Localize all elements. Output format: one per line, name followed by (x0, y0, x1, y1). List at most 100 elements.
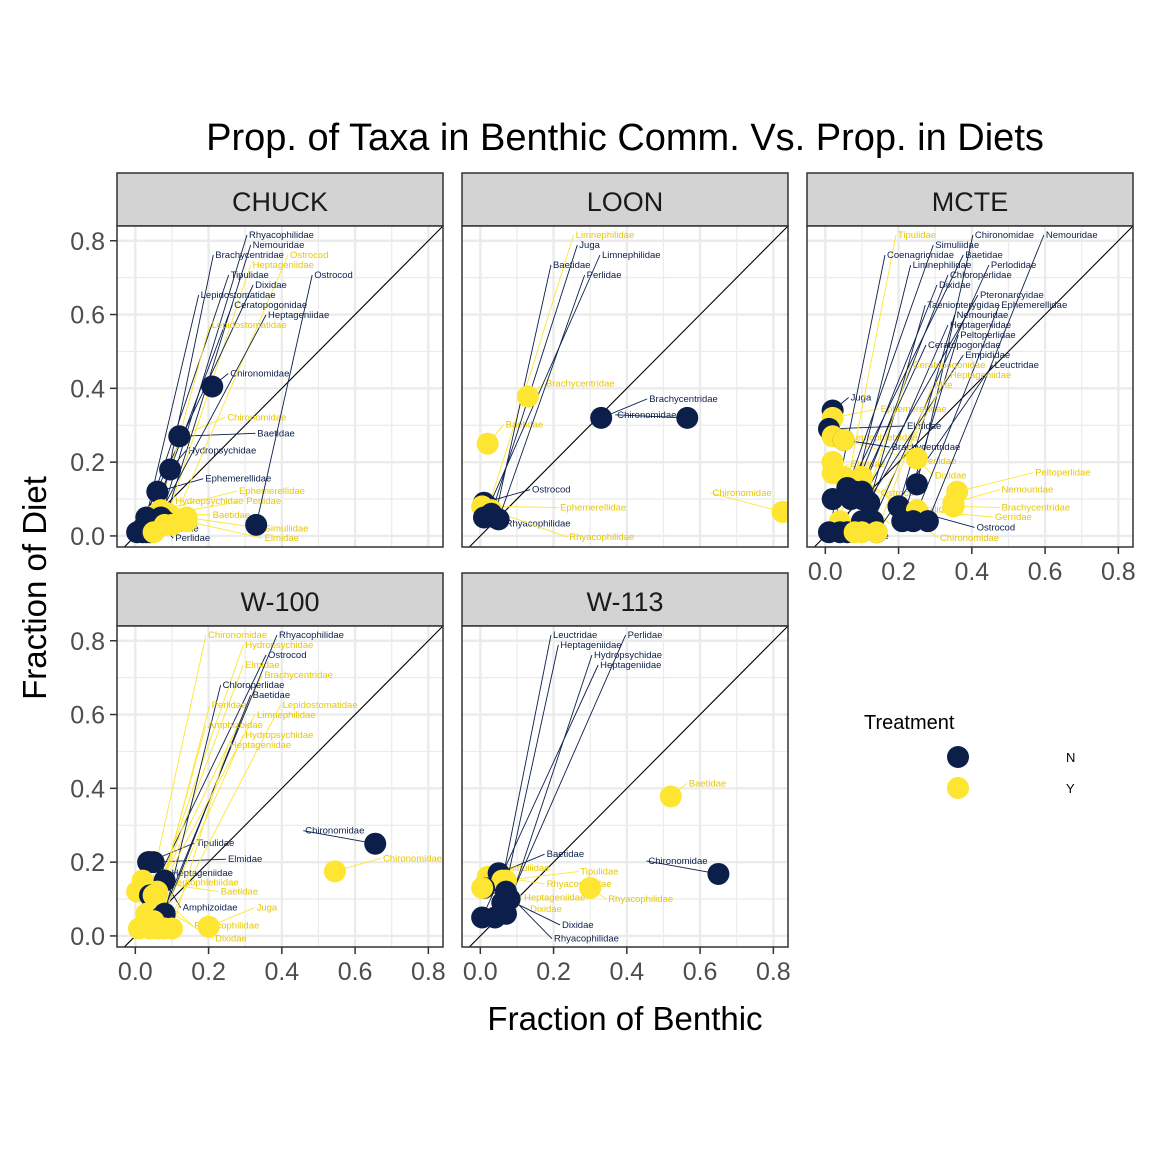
data-point-y (905, 447, 928, 470)
point-label: Leptophlebiidae (851, 432, 918, 443)
point-label: Chironomidae (713, 488, 772, 499)
point-label: Heptageniidae (600, 660, 661, 671)
plot-area (117, 226, 443, 547)
point-label: Rhyacophilidae (547, 879, 612, 890)
point-label: Ostrocod (290, 250, 329, 261)
point-label: Elmidae (228, 854, 262, 865)
point-label: Heptageniidae (524, 893, 585, 904)
point-label: Pteronarcyidae (980, 290, 1044, 301)
point-label: Heptageniidae (950, 320, 1011, 331)
point-label: Perlodidae (991, 260, 1036, 271)
legend-title: Treatment (864, 712, 955, 734)
label-leader-line (505, 654, 593, 914)
point-label: Baetidae (547, 849, 585, 860)
point-label: Leuctridae (995, 360, 1039, 371)
point-label: Limnephilidae (576, 230, 635, 241)
point-label: Ostrocod (532, 485, 571, 496)
point-label: Heptageniidae (950, 370, 1011, 381)
panel-border (461, 625, 789, 948)
point-label: Rhyacophilidae (506, 518, 571, 529)
point-label: Ephemerellidae (881, 404, 947, 415)
x-tick-label: 0.0 (118, 958, 153, 986)
x-tick-label: 0.0 (463, 958, 498, 986)
x-tick-label: 0.6 (683, 958, 718, 986)
point-label: Rhyacophilidae (249, 230, 314, 241)
point-label: Limnephilidae (602, 250, 661, 261)
point-label: Elmidae (907, 421, 941, 432)
facet-strip-label: W-100 (240, 587, 319, 617)
data-point-n (472, 506, 495, 529)
point-label: Leuctridae (553, 630, 597, 641)
label-leader-line (171, 254, 289, 526)
data-point-n (168, 425, 191, 448)
point-label: Chironomidae (227, 412, 286, 423)
y-tick-label: 0.2 (70, 849, 105, 877)
x-tick-label: 0.2 (536, 958, 571, 986)
x-tick-label: 0.2 (881, 558, 916, 586)
facet-panels: CHUCKChironomidaeChironomidaeBaetidaeHyd… (70, 172, 1136, 986)
x-tick-label: 0.4 (609, 958, 644, 986)
point-label: Coenagrionidae (887, 250, 954, 261)
label-leader-line (957, 472, 1034, 493)
label-leader-line (179, 432, 256, 437)
point-label: Taeniopterygidae (927, 300, 999, 311)
point-label: Nemouridae (1002, 485, 1054, 496)
point-label: Limnephilidae (913, 260, 972, 271)
point-label: Ceratopogonidae (234, 300, 307, 311)
point-label: Brachycentridae (1002, 502, 1071, 513)
point-label: Rhyacophilidae (194, 920, 259, 931)
data-point-y (160, 917, 183, 940)
label-leader-line (487, 234, 575, 511)
facet-panel-mcte: MCTEJugaEphemerellidaeElmidaeLeptophlebi… (806, 172, 1136, 586)
x-tick-label: 0.6 (1028, 558, 1063, 586)
y-tick-label: 0.4 (70, 375, 105, 403)
point-label: Simuliidae (506, 863, 550, 874)
facet-strip-label: W-113 (586, 587, 663, 617)
label-leader-line (164, 704, 282, 929)
data-point-y (142, 521, 165, 544)
point-label: Rhyacophilidae (569, 532, 634, 543)
point-label: Perlidae (922, 456, 957, 467)
label-leader-line (828, 425, 905, 430)
plot-content: ChironomidaeChironomidaeBaetidaeHydropsy… (117, 226, 443, 547)
plot-area (117, 626, 443, 947)
label-leader-line (854, 264, 912, 492)
point-label: Baetidae (213, 510, 251, 521)
label-leader-line (303, 830, 376, 845)
point-label: Limnephilidae (257, 710, 316, 721)
x-tick-label: 0.8 (1101, 558, 1136, 586)
point-label: Heptageniidae (560, 640, 621, 651)
label-leader-line (861, 294, 979, 500)
point-label: Nemouridae (957, 310, 1009, 321)
point-label: Simuliidae (265, 523, 309, 534)
point-label: Chironomidae (305, 826, 364, 837)
point-label: Elmidae (245, 660, 279, 671)
legend-key-y (947, 777, 969, 799)
point-label: Lepidostomatidae (283, 700, 358, 711)
facet-strip (116, 572, 444, 627)
point-label: Empididae (965, 350, 1010, 361)
label-leader-line (160, 634, 278, 918)
point-label: Juga (851, 392, 872, 403)
y-axis-label: Fraction of Diet (16, 476, 53, 700)
data-point-y (659, 785, 682, 808)
point-label: Tipulidae (580, 867, 618, 878)
point-label: Lepidostomatidae (201, 290, 276, 301)
point-label: Leptophlebiidae (172, 877, 239, 888)
data-point-n (905, 473, 928, 496)
chart-title: Prop. of Taxa in Benthic Comm. Vs. Prop.… (206, 117, 1044, 159)
point-label: Heptageniidae (268, 310, 329, 321)
point-label: Ephemerellidae (560, 502, 626, 513)
data-point-n (364, 832, 387, 855)
panel-border (116, 225, 444, 548)
point-label: Elmidae (851, 459, 885, 470)
point-label: Gerridae (995, 512, 1032, 523)
label-leader-line (171, 744, 229, 929)
data-point-n (821, 488, 844, 511)
y-tick-label: 0.6 (70, 302, 105, 330)
label-leader-line (646, 860, 719, 875)
point-label: Ephemerellidae (239, 486, 305, 497)
panel-border (461, 225, 789, 548)
label-leader-line (156, 664, 244, 896)
x-tick-label: 0.4 (954, 558, 989, 586)
